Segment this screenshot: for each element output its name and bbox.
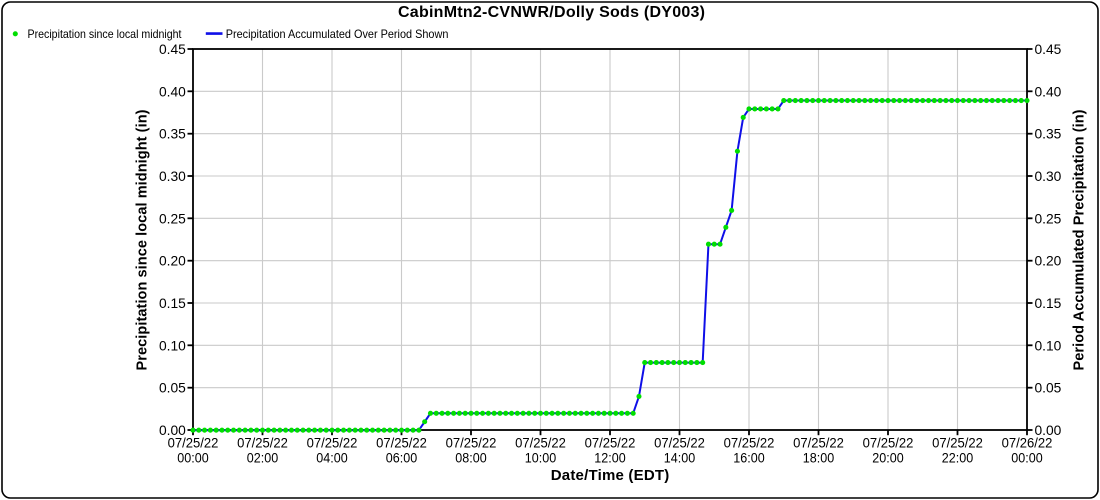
svg-text:07/25/22: 07/25/22 xyxy=(307,436,358,451)
svg-text:07/25/22: 07/25/22 xyxy=(237,436,288,451)
svg-text:06:00: 06:00 xyxy=(386,451,418,466)
svg-text:18:00: 18:00 xyxy=(803,451,835,466)
svg-text:0.45: 0.45 xyxy=(1035,42,1062,57)
svg-text:02:00: 02:00 xyxy=(247,451,279,466)
svg-text:0.45: 0.45 xyxy=(159,42,186,57)
svg-text:07/25/22: 07/25/22 xyxy=(446,436,497,451)
svg-text:07/25/22: 07/25/22 xyxy=(585,436,636,451)
svg-text:0.10: 0.10 xyxy=(1035,338,1062,353)
svg-text:00:00: 00:00 xyxy=(177,451,209,466)
svg-text:Date/Time (EDT): Date/Time (EDT) xyxy=(551,467,670,484)
svg-text:07/25/22: 07/25/22 xyxy=(376,436,427,451)
svg-text:0.05: 0.05 xyxy=(159,381,186,396)
svg-text:0.20: 0.20 xyxy=(1035,254,1062,269)
svg-text:Precipitation since local midn: Precipitation since local midnight (in) xyxy=(135,109,151,370)
svg-text:Period Accumulated Precipitati: Period Accumulated Precipitation (in) xyxy=(1072,109,1088,370)
svg-text:07/25/22: 07/25/22 xyxy=(168,436,219,451)
svg-text:07/25/22: 07/25/22 xyxy=(932,436,983,451)
svg-text:10:00: 10:00 xyxy=(525,451,557,466)
svg-text:0.15: 0.15 xyxy=(159,296,186,311)
svg-text:0.05: 0.05 xyxy=(1035,381,1062,396)
svg-text:0.35: 0.35 xyxy=(159,127,186,142)
svg-text:Precipitation since local midn: Precipitation since local midnight xyxy=(28,28,183,41)
svg-text:00:00: 00:00 xyxy=(1011,451,1043,466)
svg-text:Precipitation Accumulated Over: Precipitation Accumulated Over Period Sh… xyxy=(226,28,449,41)
svg-text:CabinMtn2-CVNWR/Dolly Sods (DY: CabinMtn2-CVNWR/Dolly Sods (DY003) xyxy=(398,4,705,21)
svg-text:0.15: 0.15 xyxy=(1035,296,1062,311)
svg-text:12:00: 12:00 xyxy=(594,451,626,466)
svg-text:14:00: 14:00 xyxy=(664,451,696,466)
svg-text:0.35: 0.35 xyxy=(1035,127,1062,142)
svg-text:07/25/22: 07/25/22 xyxy=(515,436,566,451)
svg-text:0.40: 0.40 xyxy=(159,84,186,99)
svg-text:0.40: 0.40 xyxy=(1035,84,1062,99)
svg-text:0.25: 0.25 xyxy=(159,211,186,226)
svg-text:07/25/22: 07/25/22 xyxy=(654,436,705,451)
svg-text:22:00: 22:00 xyxy=(942,451,974,466)
svg-text:07/25/22: 07/25/22 xyxy=(863,436,914,451)
svg-text:20:00: 20:00 xyxy=(872,451,904,466)
svg-text:07/25/22: 07/25/22 xyxy=(724,436,775,451)
svg-text:0.30: 0.30 xyxy=(159,169,186,184)
svg-text:04:00: 04:00 xyxy=(316,451,348,466)
svg-text:0.30: 0.30 xyxy=(1035,169,1062,184)
svg-text:08:00: 08:00 xyxy=(455,451,487,466)
svg-text:0.25: 0.25 xyxy=(1035,211,1062,226)
svg-text:0.00: 0.00 xyxy=(159,423,186,438)
svg-text:07/26/22: 07/26/22 xyxy=(1002,436,1053,451)
svg-text:07/25/22: 07/25/22 xyxy=(793,436,844,451)
svg-text:0.20: 0.20 xyxy=(159,254,186,269)
svg-text:0.10: 0.10 xyxy=(159,338,186,353)
svg-text:0.00: 0.00 xyxy=(1035,423,1062,438)
svg-text:16:00: 16:00 xyxy=(733,451,765,466)
